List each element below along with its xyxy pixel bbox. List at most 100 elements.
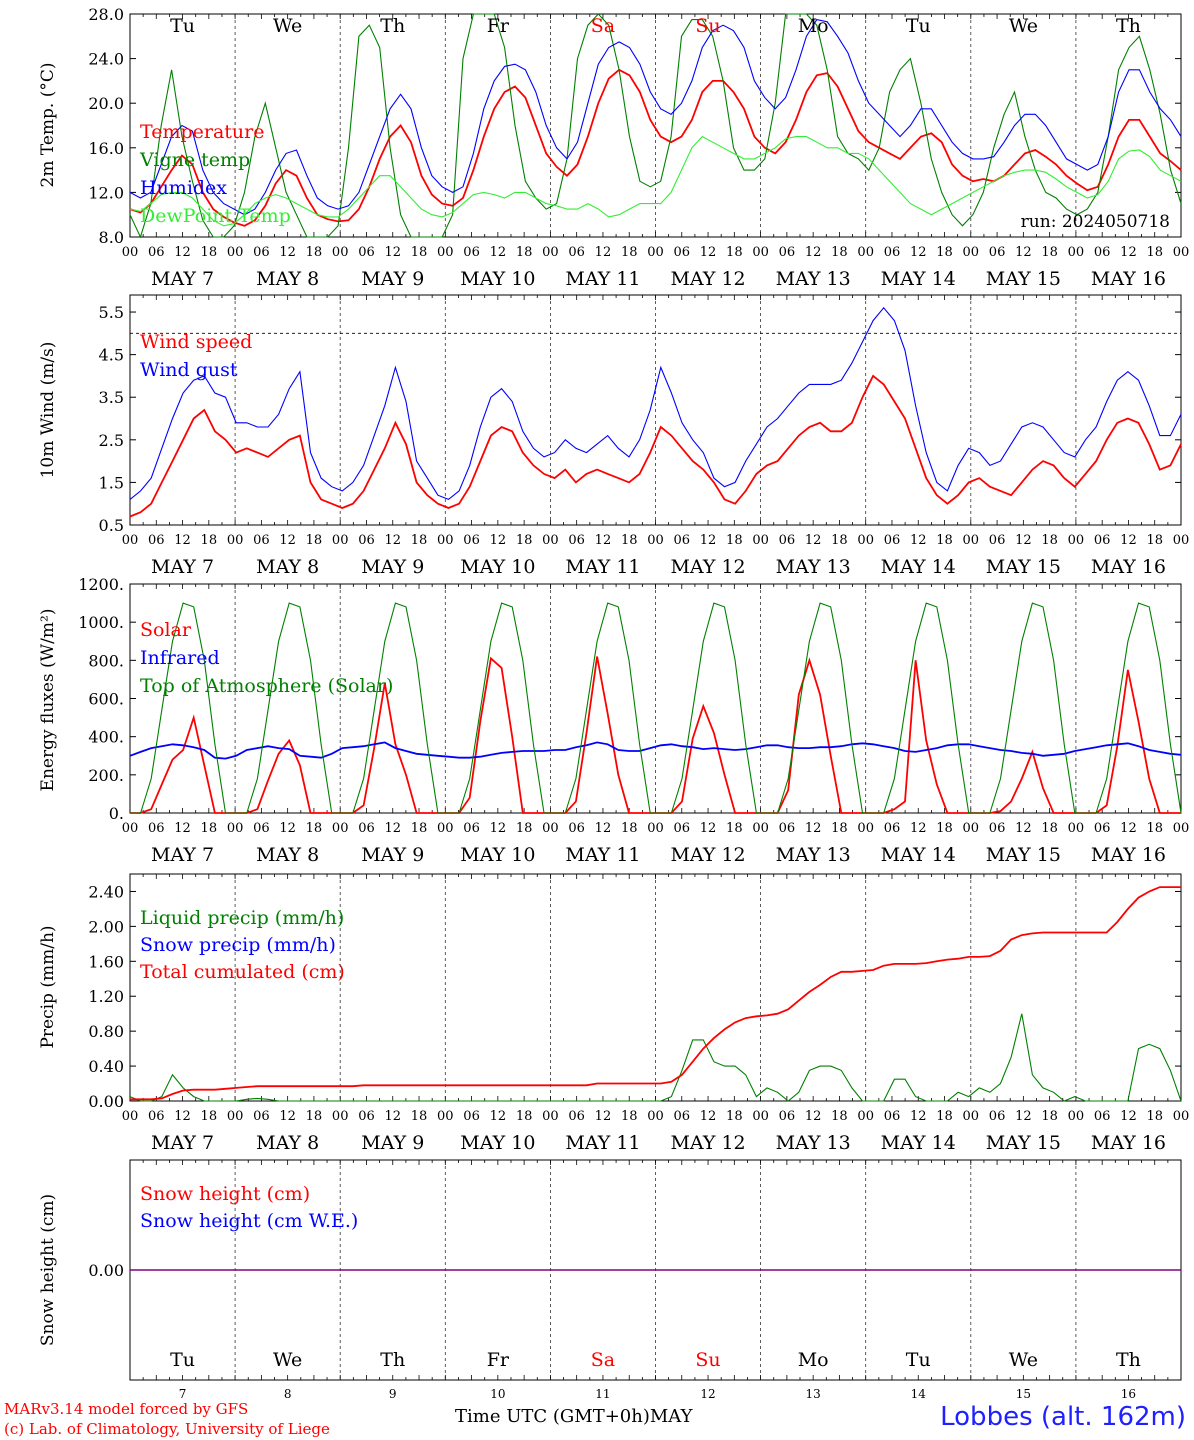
hour-label: 00 bbox=[332, 821, 349, 836]
y-tick-label: 800. bbox=[88, 651, 124, 670]
hour-label: 00 bbox=[227, 1109, 244, 1124]
hour-label: 18 bbox=[621, 821, 638, 836]
hour-label: 12 bbox=[595, 245, 612, 260]
date-label: MAY 12 bbox=[670, 268, 745, 290]
hour-label: 18 bbox=[516, 245, 533, 260]
legend-entry: Wind gust bbox=[140, 359, 238, 381]
weekday-label: Fr bbox=[487, 1349, 510, 1371]
hour-label: 18 bbox=[201, 821, 218, 836]
date-label: MAY 13 bbox=[776, 268, 851, 290]
date-label: MAY 12 bbox=[670, 556, 745, 578]
hour-label: 00 bbox=[1173, 821, 1190, 836]
date-label: MAY 7 bbox=[151, 844, 214, 866]
date-label: MAY 10 bbox=[460, 268, 535, 290]
hour-label: 06 bbox=[148, 245, 165, 260]
hour-label: 06 bbox=[1094, 1109, 1111, 1124]
legend-entry: Liquid precip (mm/h) bbox=[140, 907, 344, 929]
weekday-label: We bbox=[1009, 1349, 1038, 1371]
hour-label: 06 bbox=[1094, 245, 1111, 260]
date-label: MAY 8 bbox=[256, 556, 319, 578]
y-tick-label: 1.5 bbox=[99, 473, 124, 492]
date-label: MAY 15 bbox=[986, 844, 1061, 866]
series-line-liquid-precip-mm-h- bbox=[129, 1013, 1182, 1102]
hour-label: 00 bbox=[1068, 533, 1085, 548]
date-label: MAY 11 bbox=[565, 1132, 640, 1154]
x-axis-label: Time UTC (GMT+0h) bbox=[455, 1406, 650, 1427]
hour-label: 18 bbox=[411, 245, 428, 260]
y-tick-label: 2.5 bbox=[99, 431, 124, 450]
legend-entry: Solar bbox=[140, 619, 192, 641]
hour-label: 18 bbox=[306, 533, 323, 548]
hour-label: 12 bbox=[1120, 245, 1137, 260]
legend-entry: DewPoint Temp bbox=[140, 205, 291, 227]
hour-label: 18 bbox=[936, 245, 953, 260]
hour-label: 12 bbox=[910, 533, 927, 548]
run-annotation: run: 2024050718 bbox=[1021, 212, 1170, 232]
hour-label: 00 bbox=[332, 245, 349, 260]
hour-label: 06 bbox=[989, 1109, 1006, 1124]
hour-label: 18 bbox=[936, 1109, 953, 1124]
day-number-label: 7 bbox=[179, 1387, 187, 1401]
date-label: MAY 16 bbox=[1091, 556, 1166, 578]
hour-label: 12 bbox=[910, 245, 927, 260]
hour-label: 06 bbox=[568, 821, 585, 836]
hour-label: 18 bbox=[411, 821, 428, 836]
date-label: MAY 7 bbox=[151, 1132, 214, 1154]
hour-label: 00 bbox=[542, 821, 559, 836]
station-name: Lobbes (alt. 162m) bbox=[940, 1402, 1186, 1432]
hour-label: 06 bbox=[463, 245, 480, 260]
date-label: MAY 15 bbox=[986, 1132, 1061, 1154]
hour-label: 18 bbox=[201, 533, 218, 548]
hour-label: 18 bbox=[831, 1109, 848, 1124]
hour-label: 18 bbox=[1146, 1109, 1163, 1124]
y-axis-title: 10m Wind (m/s) bbox=[38, 342, 58, 479]
date-label: MAY 16 bbox=[1091, 268, 1166, 290]
legend-entry: Top of Atmosphere (Solar) bbox=[140, 675, 393, 697]
series-line-wind-gust bbox=[129, 306, 1182, 501]
hour-label: 12 bbox=[1120, 533, 1137, 548]
hour-label: 06 bbox=[884, 533, 901, 548]
hour-label: 12 bbox=[490, 245, 507, 260]
hour-label: 18 bbox=[726, 533, 743, 548]
y-tick-label: 0.5 bbox=[99, 516, 124, 535]
hour-label: 00 bbox=[1173, 245, 1190, 260]
date-label: MAY 10 bbox=[460, 1132, 535, 1154]
weekday-label: Sa bbox=[591, 1349, 615, 1371]
hour-label: 06 bbox=[568, 1109, 585, 1124]
weekday-label: Tu bbox=[170, 15, 195, 37]
date-label: MAY 10 bbox=[460, 556, 535, 578]
hour-label: 00 bbox=[963, 821, 980, 836]
hour-label: 18 bbox=[306, 245, 323, 260]
hour-label: 06 bbox=[463, 533, 480, 548]
hour-label: 06 bbox=[568, 245, 585, 260]
date-label: MAY 12 bbox=[670, 844, 745, 866]
hour-label: 18 bbox=[306, 821, 323, 836]
legend-entry: Temperature bbox=[140, 121, 264, 143]
weekday-label: Th bbox=[1116, 1349, 1141, 1371]
date-label: MAY 15 bbox=[986, 268, 1061, 290]
date-label: MAY 14 bbox=[881, 556, 956, 578]
y-tick-label: 5.5 bbox=[99, 303, 124, 322]
hour-label: 12 bbox=[595, 1109, 612, 1124]
weekday-label: Th bbox=[380, 1349, 405, 1371]
hour-label: 18 bbox=[1041, 533, 1058, 548]
hour-label: 06 bbox=[148, 1109, 165, 1124]
hour-label: 12 bbox=[595, 533, 612, 548]
hour-label: 12 bbox=[490, 1109, 507, 1124]
hour-label: 12 bbox=[384, 245, 401, 260]
hour-label: 06 bbox=[568, 533, 585, 548]
y-tick-label: 20.0 bbox=[88, 94, 124, 113]
y-axis-title: Energy fluxes (W/m²) bbox=[38, 609, 58, 792]
weekday-label: Sa bbox=[591, 15, 615, 37]
hour-label: 12 bbox=[700, 533, 717, 548]
hour-label: 00 bbox=[227, 821, 244, 836]
day-number-label: 10 bbox=[490, 1387, 505, 1401]
hour-label: 12 bbox=[700, 821, 717, 836]
y-tick-label: 3.5 bbox=[99, 388, 124, 407]
series-line-top-of-atmosphere-solar- bbox=[130, 602, 1182, 814]
hour-label: 12 bbox=[1015, 1109, 1032, 1124]
y-tick-label: 400. bbox=[88, 728, 124, 747]
hour-label: 18 bbox=[1146, 821, 1163, 836]
hour-label: 18 bbox=[1146, 533, 1163, 548]
y-tick-label: 0. bbox=[109, 804, 124, 823]
